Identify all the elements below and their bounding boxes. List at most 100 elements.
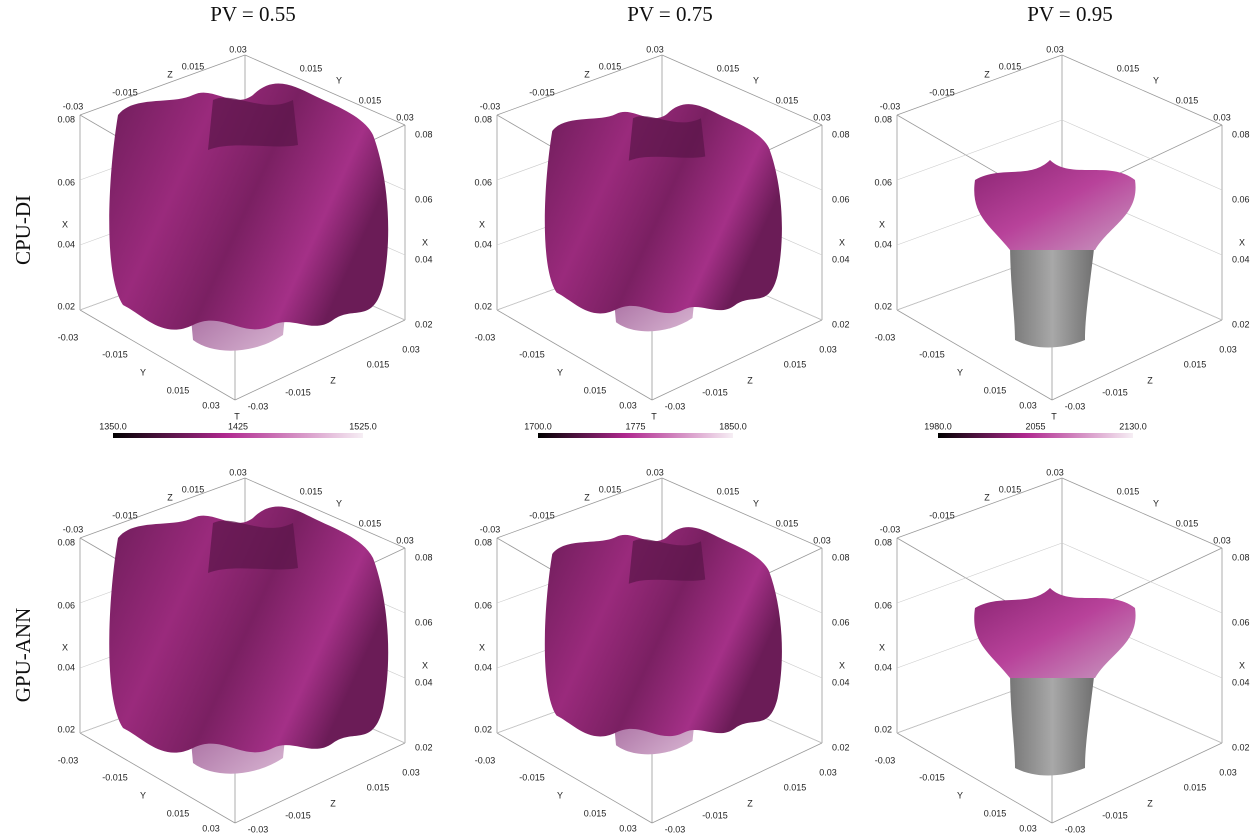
axis-tick-label: Y — [557, 790, 563, 800]
axis-tick-label: 0.08 — [474, 537, 492, 547]
axis-tick-label: -0.03 — [58, 332, 79, 342]
axis-tick-label: 0.04 — [57, 662, 75, 672]
axis-tick-label: 0.08 — [1232, 552, 1250, 562]
axis-tick-label: Z — [747, 375, 753, 385]
axis-tick-label: 0.015 — [367, 782, 390, 792]
axis-tick-label: 0.06 — [1232, 194, 1250, 204]
axis-tick-label: -0.03 — [1065, 824, 1086, 834]
axis-tick-label: 0.02 — [832, 319, 850, 329]
axis-tick-label: -0.03 — [63, 524, 84, 534]
axis-tick-label: Z — [330, 798, 336, 808]
axis-tick-label: Y — [957, 790, 963, 800]
axis-tick-label: 0.08 — [874, 114, 892, 124]
box-edge — [897, 55, 1062, 115]
axis-tick-label: 0.06 — [57, 177, 75, 187]
axis-tick-label: X — [1239, 660, 1245, 670]
box-edge — [1062, 478, 1222, 548]
axis-tick-label: Z — [167, 492, 173, 502]
axis-tick-label: -0.015 — [102, 349, 128, 359]
axis-tick-label: 0.015 — [1184, 782, 1207, 792]
axis-tick-label: 0.06 — [57, 600, 75, 610]
axis-tick-label: Y — [753, 75, 759, 85]
axis-tick-label: 0.03 — [1046, 467, 1064, 477]
axis-tick-label: 0.03 — [646, 44, 664, 54]
axis-tick-label: 0.06 — [474, 177, 492, 187]
axis-tick-label: 0.03 — [229, 44, 247, 54]
axis-tick-label: -0.015 — [529, 510, 555, 520]
axis-tick-label: -0.03 — [248, 401, 269, 411]
axis-tick-label: Y — [1153, 75, 1159, 85]
axis-tick-label: -0.015 — [1102, 810, 1128, 820]
axis-tick-label: -0.03 — [875, 332, 896, 342]
flame-top — [208, 98, 298, 150]
axis-tick-label: 0.08 — [832, 129, 850, 139]
axis-tick-label: 0.03 — [202, 823, 220, 833]
panel: 0.030.015Z-0.015-0.030.015Y0.0150.030.08… — [474, 467, 849, 834]
axis-tick-label: 0.03 — [1219, 344, 1237, 354]
colorbar-label: 1525.0 — [349, 421, 377, 431]
box-edge — [497, 55, 662, 115]
axis-tick-label: 0.015 — [1176, 95, 1199, 105]
axis-tick-label: -0.015 — [285, 387, 311, 397]
axis-tick-label: 0.03 — [646, 467, 664, 477]
axis-tick-label: 0.015 — [717, 63, 740, 73]
axis-tick-label: 0.06 — [874, 600, 892, 610]
axis-tick-label: -0.03 — [665, 401, 686, 411]
axis-tick-label: X — [479, 219, 485, 229]
axis-tick-label: 0.03 — [819, 767, 837, 777]
axis-tick-label: -0.015 — [112, 87, 138, 97]
axis-tick-label: 0.015 — [300, 486, 323, 496]
axis-tick-label: -0.015 — [702, 387, 728, 397]
axis-tick-label: 0.02 — [415, 742, 433, 752]
axis-tick-label: X — [879, 219, 885, 229]
axis-tick-label: -0.015 — [112, 510, 138, 520]
axis-tick-label: -0.03 — [880, 524, 901, 534]
axis-tick-label: 0.03 — [619, 400, 637, 410]
axis-tick-label: X — [422, 660, 428, 670]
axis-tick-label: -0.015 — [929, 510, 955, 520]
axis-tick-label: -0.015 — [285, 810, 311, 820]
axis-tick-label: X — [62, 642, 68, 652]
axis-tick-label: 0.02 — [832, 742, 850, 752]
axis-tick-label: 0.03 — [229, 467, 247, 477]
axis-tick-label: -0.03 — [248, 824, 269, 834]
axis-tick-label: 0.03 — [813, 112, 831, 122]
axis-tick-label: 0.02 — [474, 724, 492, 734]
colorbar-label: 1700.0 — [524, 421, 552, 431]
axis-tick-label: 0.03 — [202, 400, 220, 410]
axis-tick-label: 0.015 — [784, 359, 807, 369]
panel: 0.030.015Z-0.015-0.030.015Y0.0150.030.08… — [874, 467, 1249, 834]
axis-tick-label: 0.015 — [999, 61, 1022, 71]
axis-tick-label: 0.08 — [832, 552, 850, 562]
colorbar-label: 2130.0 — [1119, 421, 1147, 431]
axis-tick-label: 0.015 — [599, 484, 622, 494]
axis-tick-label: 0.03 — [619, 823, 637, 833]
axis-tick-label: 0.04 — [415, 254, 433, 264]
axis-tick-label: 0.015 — [1176, 518, 1199, 528]
axis-tick-label: 0.04 — [1232, 677, 1250, 687]
axis-tick-label: Y — [140, 790, 146, 800]
axis-tick-label: 0.015 — [784, 782, 807, 792]
flame-crown — [974, 160, 1135, 250]
axis-tick-label: 0.015 — [717, 486, 740, 496]
axis-tick-label: Z — [584, 492, 590, 502]
axis-tick-label: Y — [557, 367, 563, 377]
axis-tick-label: Z — [747, 798, 753, 808]
axis-tick-label: 0.02 — [1232, 742, 1250, 752]
axis-tick-label: -0.015 — [519, 349, 545, 359]
axis-tick-label: 0.03 — [1046, 44, 1064, 54]
axis-tick-label: 0.02 — [474, 301, 492, 311]
axis-tick-label: 0.015 — [359, 95, 382, 105]
axis-tick-label: 0.015 — [599, 61, 622, 71]
axis-tick-label: Z — [167, 69, 173, 79]
axis-tick-label: Y — [336, 75, 342, 85]
axis-tick-label: 0.03 — [813, 535, 831, 545]
axis-tick-label: -0.03 — [475, 755, 496, 765]
axis-tick-label: 0.015 — [584, 808, 607, 818]
axis-tick-label: T — [1051, 411, 1057, 421]
flame-top — [208, 521, 298, 573]
axis-tick-label: 0.08 — [415, 552, 433, 562]
axis-tick-label: Z — [984, 492, 990, 502]
panel: 0.030.015Z-0.015-0.030.015Y0.0150.030.08… — [474, 44, 849, 438]
axis-tick-label: 0.03 — [1019, 400, 1037, 410]
